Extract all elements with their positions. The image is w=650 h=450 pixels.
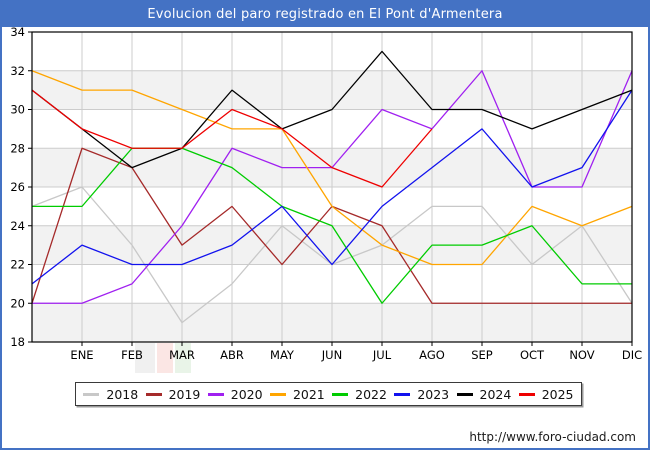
legend-label: 2018 bbox=[106, 386, 139, 402]
title-bar: Evolucion del paro registrado en El Pont… bbox=[2, 2, 648, 27]
legend: 2018 2019 2020 2021 2022 2023 2024 2025 bbox=[75, 382, 582, 406]
legend-label: 2025 bbox=[541, 386, 574, 402]
y-tick-label: 18 bbox=[10, 335, 25, 349]
y-tick-label: 26 bbox=[10, 180, 25, 194]
watermark bbox=[135, 343, 191, 373]
series-2025 bbox=[31, 89, 433, 188]
legend-swatch bbox=[518, 392, 535, 396]
legend-label: 2024 bbox=[479, 386, 512, 402]
x-tick-label: SEP bbox=[471, 348, 493, 362]
legend-item-2023: 2023 bbox=[394, 387, 449, 402]
legend-swatch bbox=[332, 392, 349, 396]
legend-swatch bbox=[145, 392, 162, 396]
y-tick-label: 28 bbox=[10, 141, 25, 155]
legend-label: 2021 bbox=[292, 386, 325, 402]
series-2021 bbox=[31, 70, 633, 266]
x-tick-label: NOV bbox=[569, 348, 594, 362]
source-url: http://www.foro-ciudad.com bbox=[469, 430, 636, 444]
legend-item-2024: 2024 bbox=[456, 386, 512, 402]
y-tick-label: 34 bbox=[10, 25, 25, 39]
y-tick-label: 22 bbox=[10, 258, 25, 272]
x-tick-label: FEB bbox=[121, 348, 143, 362]
legend-swatch bbox=[269, 392, 286, 396]
legend-item-2022: 2022 bbox=[332, 387, 387, 402]
legend-item-2018: 2018 bbox=[83, 387, 138, 402]
legend-swatch bbox=[456, 392, 473, 396]
series-2023 bbox=[31, 89, 633, 285]
x-tick-label: JUN bbox=[321, 348, 342, 362]
legend-label: 2023 bbox=[417, 386, 450, 402]
legend-label: 2022 bbox=[355, 386, 387, 402]
x-tick-label: ABR bbox=[220, 348, 244, 362]
chart-title: Evolucion del paro registrado en El Pont… bbox=[147, 7, 503, 22]
y-tick-label: 24 bbox=[10, 219, 25, 233]
legend-item-2021: 2021 bbox=[269, 386, 325, 402]
legend-swatch bbox=[83, 392, 100, 396]
x-tick-label: AGO bbox=[419, 348, 445, 362]
legend-label: 2020 bbox=[230, 386, 263, 402]
legend-label: 2019 bbox=[168, 386, 201, 402]
y-tick-label: 20 bbox=[10, 296, 25, 310]
legend-swatch bbox=[394, 392, 411, 396]
legend-item-2019: 2019 bbox=[145, 386, 201, 402]
y-tick-label: 32 bbox=[10, 64, 25, 78]
legend-item-2020: 2020 bbox=[207, 386, 263, 402]
legend-swatch bbox=[207, 392, 224, 396]
y-tick-label: 30 bbox=[10, 103, 25, 117]
x-tick-label: MAY bbox=[270, 348, 295, 362]
legend-item-2025: 2025 bbox=[518, 386, 574, 402]
x-tick-label: DIC bbox=[622, 348, 642, 362]
x-tick-label: MAR bbox=[169, 348, 195, 362]
x-tick-label: ENE bbox=[70, 348, 93, 362]
x-tick-label: OCT bbox=[520, 348, 545, 362]
series-2024 bbox=[31, 50, 633, 169]
x-tick-label: JUL bbox=[372, 348, 392, 362]
